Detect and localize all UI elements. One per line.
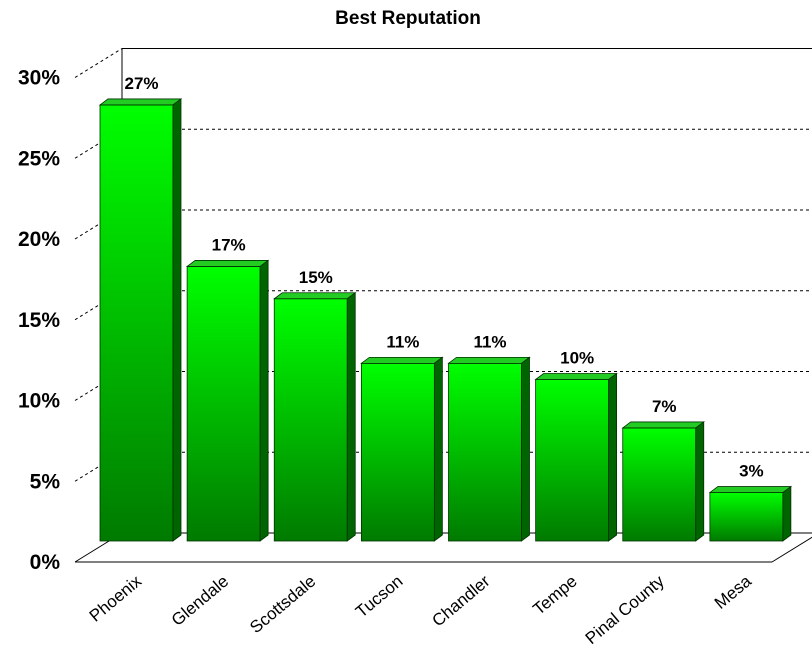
bar <box>273 298 348 542</box>
bar-group <box>447 356 531 542</box>
bar-top-face <box>534 373 618 380</box>
bar-side-face <box>346 291 356 542</box>
bar <box>535 379 610 542</box>
bar <box>360 362 435 542</box>
bar-side-face <box>521 356 530 542</box>
bar-group <box>534 372 618 542</box>
x-tick-label: Chandler <box>429 571 494 630</box>
bar-group <box>708 485 793 542</box>
floor-right-edge <box>771 536 812 563</box>
bar-top-face <box>621 421 705 429</box>
y-tick-label: 20% <box>18 228 60 251</box>
bar-top-face <box>708 486 793 493</box>
x-tick-label: Pinal County <box>582 571 668 648</box>
y-axis-ticks: 0% 5% 10% 15% 20% 25% 30% <box>18 67 60 575</box>
bar-top-face <box>360 356 444 364</box>
x-tick-label: Tucson <box>352 572 406 622</box>
data-label: 27% <box>124 74 158 93</box>
y-tick-label: 15% <box>18 309 60 332</box>
x-tick-label: Phoenix <box>86 571 146 625</box>
x-tick-label: Mesa <box>711 571 755 613</box>
data-label: 3% <box>739 462 764 481</box>
bar <box>186 266 261 542</box>
bar-top-face <box>185 260 270 267</box>
data-label: 11% <box>386 332 419 351</box>
bar <box>709 492 784 542</box>
x-tick-label: Glendale <box>168 572 232 630</box>
bar-side-face <box>782 485 792 542</box>
bar-side-face <box>172 98 182 542</box>
bar-top-face <box>98 98 183 106</box>
bar-group <box>360 356 444 542</box>
chart-title: Best Reputation <box>335 8 481 29</box>
bars: 27% 17% 15% 11% 11% 10% 7% 3% <box>98 74 793 542</box>
y-tick-label: 25% <box>18 147 60 170</box>
data-label: 11% <box>473 332 506 351</box>
y-tick-label: 10% <box>18 390 60 413</box>
bar <box>622 427 697 542</box>
bar-side-face <box>608 372 618 542</box>
x-axis-ticks: Phoenix Glendale Scottsdale Tucson Chandler T… <box>86 571 756 648</box>
gridlines <box>74 48 812 482</box>
x-tick-label: Tempe <box>529 572 580 619</box>
y-tick-label: 0% <box>30 551 61 574</box>
data-label: 17% <box>212 235 246 254</box>
y-tick-label: 30% <box>18 67 60 90</box>
y-tick-label: 5% <box>30 470 61 493</box>
bar-group <box>185 259 270 542</box>
x-tick-label: Scottsdale <box>246 572 319 638</box>
data-label: 7% <box>652 397 677 416</box>
bar <box>448 362 522 542</box>
data-label: 15% <box>299 268 333 287</box>
bar-group <box>621 421 705 542</box>
data-label: 10% <box>560 349 594 368</box>
bar-side-face <box>433 356 443 542</box>
bar-side-face <box>695 421 705 542</box>
bar-group <box>273 291 357 542</box>
bar-top-face <box>273 292 357 300</box>
bar-top-face <box>447 356 531 364</box>
bar-group <box>98 98 183 542</box>
bar <box>99 104 174 542</box>
bar-side-face <box>259 259 269 542</box>
gridline-side <box>74 48 123 78</box>
